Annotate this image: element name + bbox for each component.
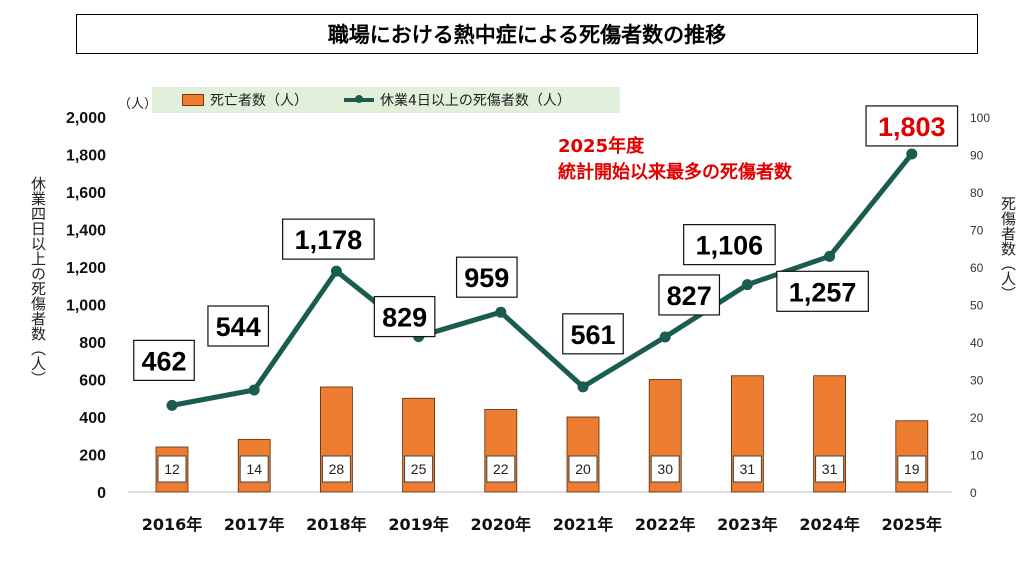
line-value-label: 1,106 (696, 231, 764, 261)
right-axis-tick: 100 (970, 111, 990, 125)
chart-title: 職場における熱中症による死傷者数の推移 (76, 14, 978, 54)
x-axis-tick: 2022年 (635, 515, 696, 534)
line-point (824, 250, 836, 262)
line-value-label: 544 (216, 312, 261, 342)
left-axis-tick: 1,000 (66, 298, 106, 315)
line-point (906, 148, 918, 160)
left-axis-tick: 0 (97, 485, 106, 502)
left-axis-tick: 200 (79, 448, 106, 465)
left-axis-tick: 800 (79, 335, 106, 352)
x-axis-tick: 2024年 (799, 515, 860, 534)
right-axis-tick: 90 (970, 149, 984, 163)
bar-value-box (239, 455, 269, 483)
annotation-line-2: 統計開始以来最多の死傷者数 (558, 162, 792, 183)
right-axis-tick: 0 (970, 486, 977, 500)
line-value-label: 829 (382, 303, 427, 333)
right-axis-tick: 30 (970, 374, 984, 388)
bar-value-label: 30 (657, 461, 673, 477)
bar-value-label: 14 (246, 461, 262, 477)
x-axis-tick: 2025年 (882, 515, 943, 534)
right-axis-tick: 70 (970, 224, 984, 238)
x-axis-tick: 2023年 (717, 515, 778, 534)
left-axis-tick: 1,200 (66, 260, 106, 277)
right-axis-tick: 80 (970, 186, 984, 200)
annotation: 2025年度 統計開始以来最多の死傷者数 (558, 134, 792, 186)
bar-value-box (157, 455, 187, 483)
bar-value-box (897, 455, 927, 483)
line-value-label: 462 (141, 346, 186, 376)
left-axis-unit: （人） (118, 97, 158, 112)
legend-bar-label: 死亡者数（人） (210, 93, 308, 109)
line-value-box (455, 256, 518, 298)
right-axis-tick: 20 (970, 411, 984, 425)
left-axis-tick: 1,400 (66, 223, 106, 240)
line-value-label: 1,803 (878, 112, 946, 142)
x-axis-tick: 2016年 (142, 515, 203, 534)
bar-value-box (486, 455, 516, 483)
x-axis-tick: 2019年 (388, 515, 449, 534)
right-axis-label: 死傷者数（人） (999, 196, 1017, 301)
bar-value-label: 31 (822, 461, 838, 477)
bar-value-label: 20 (575, 461, 591, 477)
bar-value-label: 22 (493, 461, 509, 477)
right-axis-tick: 40 (970, 336, 984, 350)
x-axis-tick: 2018年 (306, 515, 367, 534)
bar-value-label: 25 (411, 461, 427, 477)
left-axis-tick: 400 (79, 410, 106, 427)
line-value-box (776, 270, 869, 312)
legend: 死亡者数（人） 休業4日以上の死傷者数（人） (152, 87, 620, 113)
right-axis-tick: 10 (970, 449, 984, 463)
bar-value-box (650, 455, 680, 483)
line-value-box (207, 305, 270, 347)
line-value-box (133, 339, 195, 381)
left-axis-label: 休業四日以上の死傷者数（人） (29, 176, 47, 386)
x-axis-tick: 2021年 (553, 515, 614, 534)
line-value-box (373, 295, 436, 338)
legend-bar-swatch (182, 94, 204, 106)
line-value-label: 1,178 (295, 225, 363, 255)
line-value-box (683, 224, 776, 266)
bar-value-box (568, 455, 598, 483)
line-value-box (282, 218, 375, 260)
annotation-line-1: 2025年度 (558, 136, 645, 157)
legend-line-label: 休業4日以上の死傷者数（人） (380, 93, 571, 109)
x-axis-tick: 2020年 (471, 515, 532, 534)
left-axis-tick: 2,000 (66, 110, 106, 127)
bar-value-label: 28 (329, 461, 345, 477)
right-axis-tick: 60 (970, 261, 984, 275)
left-axis-tick: 1,800 (66, 148, 106, 165)
line-point (741, 279, 753, 291)
line-point (577, 381, 589, 393)
line-point (330, 265, 342, 277)
line-point (495, 306, 507, 318)
bar-value-box (815, 455, 845, 483)
line-value-label: 561 (570, 320, 615, 350)
line-series (171, 152, 914, 408)
x-axis-tick: 2017年 (224, 515, 285, 534)
bar-value-label: 12 (164, 461, 180, 477)
bar-value-box (732, 455, 762, 483)
line-value-box (658, 274, 721, 316)
left-axis-tick: 600 (79, 373, 106, 390)
line-point (659, 331, 671, 343)
bar-value-label: 19 (904, 461, 920, 477)
left-axis-tick: 1,600 (66, 185, 106, 202)
line-value-box (562, 313, 624, 355)
line-value-label: 827 (667, 281, 712, 311)
legend-line-swatch (344, 95, 374, 103)
line-point (248, 384, 260, 396)
line-value-label: 959 (464, 263, 509, 293)
bar-value-label: 31 (740, 461, 756, 477)
bar-value-box (404, 455, 434, 483)
bar-value-box (321, 455, 351, 483)
line-point (166, 399, 178, 411)
line-value-box (865, 105, 959, 147)
line-value-label: 1,257 (789, 277, 857, 307)
right-axis-tick: 50 (970, 299, 984, 313)
